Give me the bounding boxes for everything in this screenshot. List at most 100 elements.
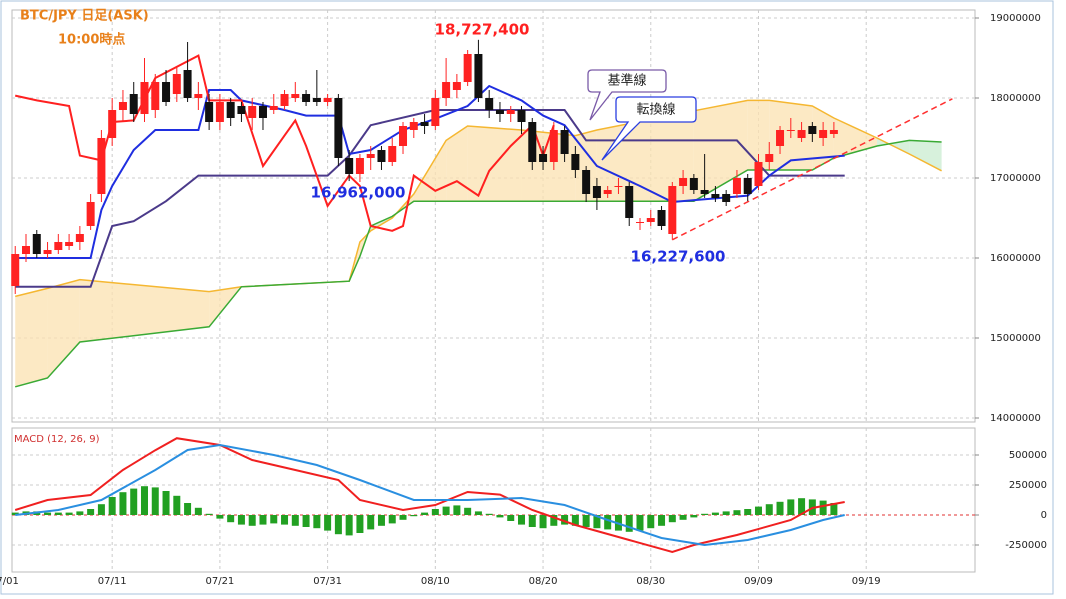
histogram-bar [76,511,84,515]
histogram-bar [151,487,159,515]
histogram-bar [313,515,321,529]
candle-body [345,158,354,174]
histogram-bar [65,512,73,515]
histogram-bar [173,495,181,515]
histogram-bar [270,515,278,524]
macd-line [15,443,845,547]
histogram-bar [593,515,601,529]
candle-body [409,122,418,130]
candle-body [592,186,601,198]
x-tick-label: 09/19 [852,576,881,587]
callout-label: 基準線 [607,73,646,89]
histogram-bar [367,515,375,530]
candle-body [32,234,41,254]
histogram-bar [690,515,698,518]
candle-body [474,54,483,98]
candle-body [765,154,774,162]
histogram-bar [399,515,407,520]
y-tick-label: 500000 [1009,450,1047,461]
chart-title: BTC/JPY 日足(ASK) [20,9,149,24]
candle-body [539,154,548,162]
histogram-bar [248,515,256,526]
y-tick-label: -250000 [1005,540,1047,551]
candle-body [571,154,580,170]
candle-body [614,186,623,187]
candle-body [625,186,634,218]
candle-body [172,74,181,94]
candle-body [258,106,267,118]
histogram-bar [237,515,245,525]
callout-tenkan: 転換線 [601,96,697,161]
candle-body [355,158,364,174]
histogram-bar [668,515,676,523]
y-tick-label: 0 [1041,510,1047,521]
histogram-bar [798,498,806,515]
histogram-bar [561,515,569,525]
histogram-bar [658,515,666,526]
cloud-fill [693,100,748,202]
candle-body [668,186,677,234]
candle-body [366,154,375,158]
candle-body [302,94,311,102]
candle-body [162,82,171,102]
candle-body [603,190,612,194]
candle-body [226,102,235,118]
y-tick-label: 19000000 [990,13,1041,24]
trend-line [671,98,953,241]
y-tick-label: 250000 [1009,480,1047,491]
histogram-bar [722,511,730,515]
histogram-bar [539,515,547,529]
histogram-bar [571,515,579,526]
candle-body [97,138,106,194]
candle-body [829,130,838,134]
candle-body [754,162,763,186]
candle-body [700,190,709,194]
macd-panel [11,427,976,573]
histogram-bar [679,515,687,520]
candle-body [237,106,246,114]
candle-body [22,246,31,254]
candle-body [215,102,224,122]
histogram-bar [356,515,364,533]
histogram-bar [636,515,644,531]
histogram-bar [507,515,515,521]
histogram-bar [205,513,213,515]
candle-body [635,222,644,223]
callout-box [587,69,667,121]
candle-body [194,94,203,98]
candle-body [65,242,74,246]
histogram-bar [388,515,396,524]
histogram-bar [485,513,493,515]
histogram-bar [184,503,192,515]
candle-body [786,130,795,131]
histogram-bar [819,500,827,515]
histogram-bar [194,507,202,515]
histogram-bar [647,515,655,529]
y-tick-label: 15000000 [990,333,1041,344]
x-tick-label: 07/01 [0,576,19,587]
histogram-bar [44,512,52,515]
x-tick-label: 08/10 [421,576,450,587]
plot-layer: 07/01 07/11 07/21 07/31 08/10 08/20 08/30 09/09… [0,10,1047,587]
candle-body [776,130,785,146]
histogram-bar [108,497,116,515]
candle-body [517,110,526,122]
x-tick-label: 08/20 [529,576,558,587]
histogram-bar [442,506,450,515]
histogram-bar [334,515,342,535]
histogram-bar [830,503,838,515]
histogram-bar [227,515,235,523]
candle-body [442,82,451,98]
candle-body [722,194,731,202]
cloud-fill [575,130,597,202]
annotation: 16,962,000 [311,184,406,202]
candle-body [431,98,440,126]
candle-body [43,250,52,254]
histogram-bar [345,515,353,536]
histogram-bar [711,512,719,515]
histogram-bar [754,506,762,515]
annotation: 18,727,400 [435,21,530,39]
histogram-bar [421,512,429,515]
candle-body [732,178,741,194]
